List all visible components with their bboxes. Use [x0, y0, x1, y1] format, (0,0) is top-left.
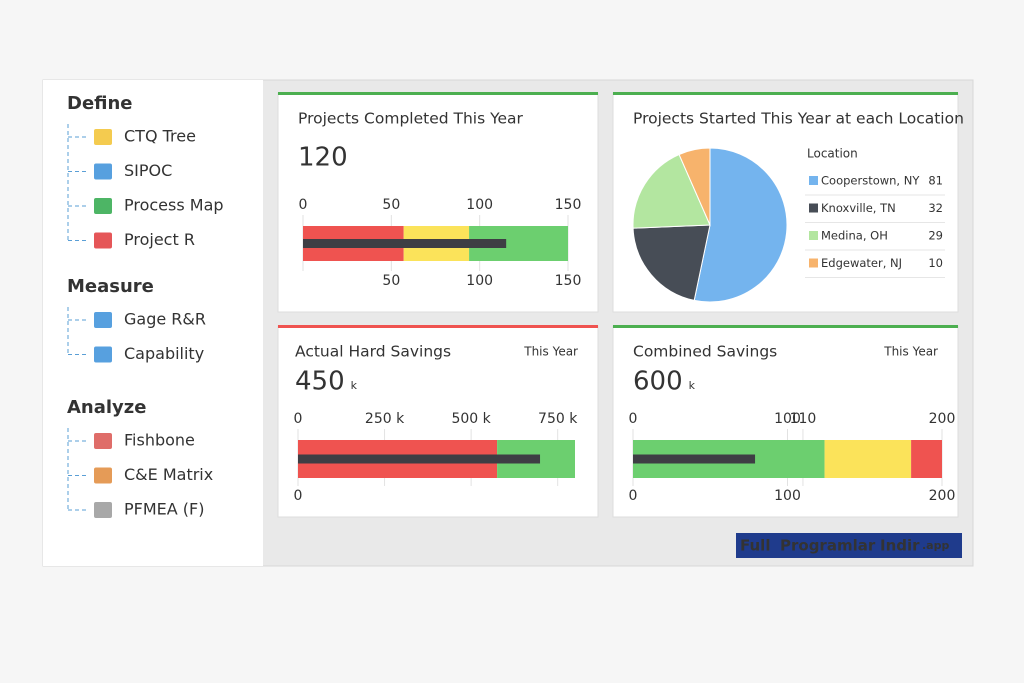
item-icon [94, 129, 112, 145]
kpi-unit: k [351, 379, 358, 392]
tick-label: 100 [466, 273, 493, 289]
tick-label: 100 [774, 411, 801, 427]
section-title: Define [67, 93, 133, 114]
nav-item: Fishbone [124, 431, 195, 450]
card-title: Projects Completed This Year [298, 110, 524, 128]
tick-label: 200 [929, 411, 956, 427]
item-icon [94, 433, 112, 449]
range-band [824, 440, 912, 478]
sidebar [43, 80, 263, 566]
legend-swatch [809, 258, 818, 268]
nav-item: Gage R&R [124, 310, 206, 329]
watermark: Programlar [780, 537, 876, 555]
tick-label: 250 k [365, 411, 405, 427]
card-title: Projects Started This Year at each Locat… [633, 110, 964, 128]
card-accent [613, 325, 958, 328]
pie-slice [693, 147, 788, 303]
period: This Year [883, 345, 938, 359]
legend-swatch [809, 176, 818, 185]
tick-label: 0 [629, 488, 638, 504]
tick-label: 750 k [538, 411, 578, 427]
nav-item: SIPOC [124, 161, 172, 180]
card-accent [278, 325, 598, 328]
card-title: Combined Savings [633, 343, 777, 361]
tick-label: 0 [294, 488, 303, 504]
tick-label: 50 [382, 197, 400, 213]
measure-bar [298, 454, 541, 464]
pie-slice [678, 147, 711, 226]
tick-label: 100 [466, 197, 493, 213]
kpi-unit: k [689, 379, 696, 392]
item-icon [94, 346, 112, 363]
item-icon [94, 232, 112, 249]
period: This Year [523, 345, 578, 359]
watermark: Indir [880, 537, 920, 555]
legend-label: Medina, OH [821, 229, 888, 243]
section-title: Analyze [67, 397, 146, 418]
tick-label: 0 [299, 197, 308, 213]
tick-label: 50 [382, 273, 400, 289]
legend-swatch [809, 231, 818, 240]
kpi-value: 450 [295, 367, 345, 397]
pie-slice [632, 224, 711, 301]
tick-label: 500 k [451, 411, 491, 427]
card [612, 325, 959, 518]
nav-item: PFMEA (F) [124, 500, 204, 519]
tick-label: 100 [774, 488, 801, 504]
item-icon [94, 312, 112, 328]
watermark-box [736, 533, 962, 558]
card-accent [278, 92, 598, 95]
tick-label: 0 [294, 411, 303, 427]
legend-swatch [809, 203, 818, 213]
tick-label: 200 [929, 488, 956, 504]
nav-item: C&E Matrix [124, 465, 213, 484]
legend-label: Cooperstown, NY [821, 174, 920, 188]
legend-value: 81 [928, 174, 943, 188]
tick-label: 0 [629, 411, 638, 427]
tick-label: 110 [790, 411, 817, 427]
range-band [911, 440, 942, 478]
item-icon [94, 198, 112, 214]
nav-item: Capability [124, 344, 204, 363]
section-title: Measure [67, 276, 154, 297]
watermark: Full [740, 537, 770, 555]
card-title: Actual Hard Savings [295, 343, 451, 361]
legend-value: 10 [928, 256, 943, 270]
tick-label: 150 [555, 197, 582, 213]
item-icon [94, 163, 112, 180]
pie-slice [632, 153, 711, 229]
measure-bar [303, 239, 507, 248]
item-icon [94, 502, 112, 518]
card-accent [613, 92, 958, 95]
nav-item: CTQ Tree [124, 127, 196, 146]
card [277, 325, 599, 518]
tick-label: 150 [555, 273, 582, 289]
item-icon [94, 467, 112, 484]
measure-bar [633, 454, 756, 464]
legend-title: Location [807, 147, 858, 161]
nav-item: Project R [124, 230, 195, 249]
legend-label: Knoxville, TN [821, 201, 896, 215]
kpi-value: 120 [298, 143, 348, 173]
kpi-value: 600 [633, 367, 683, 397]
watermark: .app [922, 539, 949, 552]
legend-value: 29 [928, 229, 943, 243]
legend-value: 32 [928, 201, 943, 215]
nav-item: Process Map [124, 196, 224, 215]
legend-label: Edgewater, NJ [821, 256, 902, 270]
